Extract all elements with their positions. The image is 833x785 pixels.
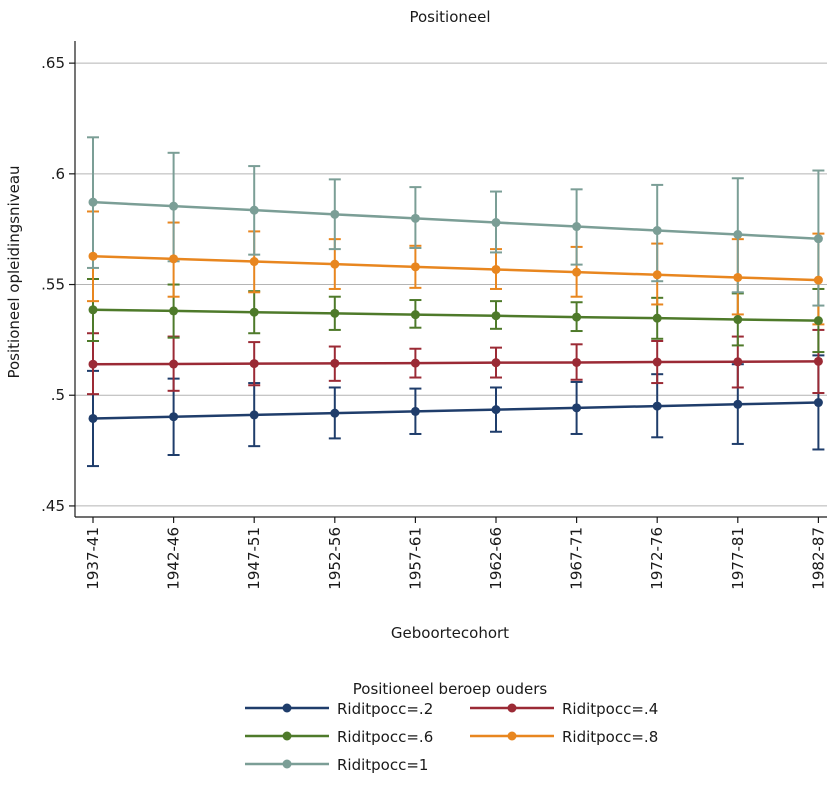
data-point (491, 358, 501, 368)
data-point (249, 359, 259, 369)
y-tick-label: .6 (51, 165, 65, 183)
series-points (88, 197, 823, 423)
legend: Riditpocc=.2 Riditpocc=.4 Riditpocc=.6 Ridi… (245, 700, 658, 774)
series-lines (92, 200, 819, 420)
data-point (733, 229, 743, 239)
data-point (491, 405, 501, 415)
y-tick-labels: .45 .5 .55 .6 .65 (41, 54, 65, 515)
data-point (652, 357, 662, 367)
data-point (652, 226, 662, 236)
data-point (572, 357, 582, 367)
data-point (733, 399, 743, 409)
series-line (92, 200, 819, 240)
x-tick-label: 1967-71 (568, 527, 586, 590)
data-point (88, 413, 98, 423)
data-point (249, 410, 259, 420)
legend-marker (507, 731, 517, 741)
legend-label: Riditpocc=.2 (337, 700, 433, 718)
legend-marker (507, 703, 517, 713)
series-line (92, 401, 819, 420)
legend-label: Riditpocc=.4 (562, 700, 658, 718)
data-point (88, 305, 98, 315)
data-point (249, 205, 259, 215)
data-point (813, 234, 823, 244)
y-tick-label: .55 (41, 276, 65, 294)
data-point (652, 270, 662, 280)
x-tick-label: 1937-41 (84, 527, 102, 590)
legend-marker (282, 731, 292, 741)
data-point (491, 311, 501, 321)
data-point (813, 398, 823, 408)
grid-lines (75, 62, 827, 507)
data-point (169, 254, 179, 264)
data-point (410, 358, 420, 368)
data-point (572, 267, 582, 277)
x-tick-label: 1957-61 (406, 527, 424, 590)
data-point (88, 251, 98, 261)
x-tick-label: 1952-56 (326, 527, 344, 590)
series-line (92, 308, 819, 322)
data-point (491, 264, 501, 274)
data-point (572, 403, 582, 413)
y-tick-label: .45 (41, 497, 65, 515)
x-tick-label: 1942-46 (165, 527, 183, 590)
data-point (330, 259, 340, 269)
legend-label: Riditpocc=1 (337, 756, 428, 774)
data-point (330, 209, 340, 219)
data-point (652, 313, 662, 323)
legend-title: Positioneel beroep ouders (353, 680, 548, 698)
x-tick-labels: 1937-41 1942-46 1947-51 1952-56 1957-61 1962-… (84, 527, 827, 590)
data-point (88, 359, 98, 369)
y-tick-label: .65 (41, 54, 65, 72)
data-point (330, 308, 340, 318)
legend-label: Riditpocc=.8 (562, 728, 658, 746)
data-point (249, 257, 259, 267)
legend-marker (282, 759, 292, 769)
data-point (410, 262, 420, 272)
series-line (92, 360, 819, 366)
data-point (572, 312, 582, 322)
data-point (410, 310, 420, 320)
data-point (249, 307, 259, 317)
x-tick-label: 1982-87 (809, 527, 827, 590)
data-point (169, 359, 179, 369)
data-point (733, 357, 743, 367)
axes (69, 41, 827, 523)
data-point (652, 401, 662, 411)
data-point (330, 408, 340, 418)
data-point (410, 213, 420, 223)
y-tick-label: .5 (51, 386, 65, 404)
data-point (813, 316, 823, 326)
x-tick-label: 1962-66 (487, 527, 505, 590)
data-point (813, 356, 823, 366)
x-axis-label: Geboortecohort (391, 624, 509, 642)
data-point (88, 197, 98, 207)
data-point (813, 275, 823, 285)
data-point (169, 201, 179, 211)
data-point (491, 218, 501, 228)
legend-label: Riditpocc=.6 (337, 728, 433, 746)
data-point (330, 358, 340, 368)
x-tick-label: 1947-51 (245, 527, 263, 590)
x-tick-label: 1972-76 (648, 527, 666, 590)
data-point (410, 406, 420, 416)
data-point (169, 306, 179, 316)
data-point (733, 272, 743, 282)
data-point (733, 315, 743, 325)
x-tick-label: 1977-81 (729, 527, 747, 590)
legend-marker (282, 703, 292, 713)
data-point (169, 412, 179, 422)
series-line (92, 254, 819, 282)
data-point (572, 222, 582, 232)
y-axis-label: Positioneel opleidingsniveau (5, 165, 23, 378)
chart-title: Positioneel (409, 8, 490, 26)
